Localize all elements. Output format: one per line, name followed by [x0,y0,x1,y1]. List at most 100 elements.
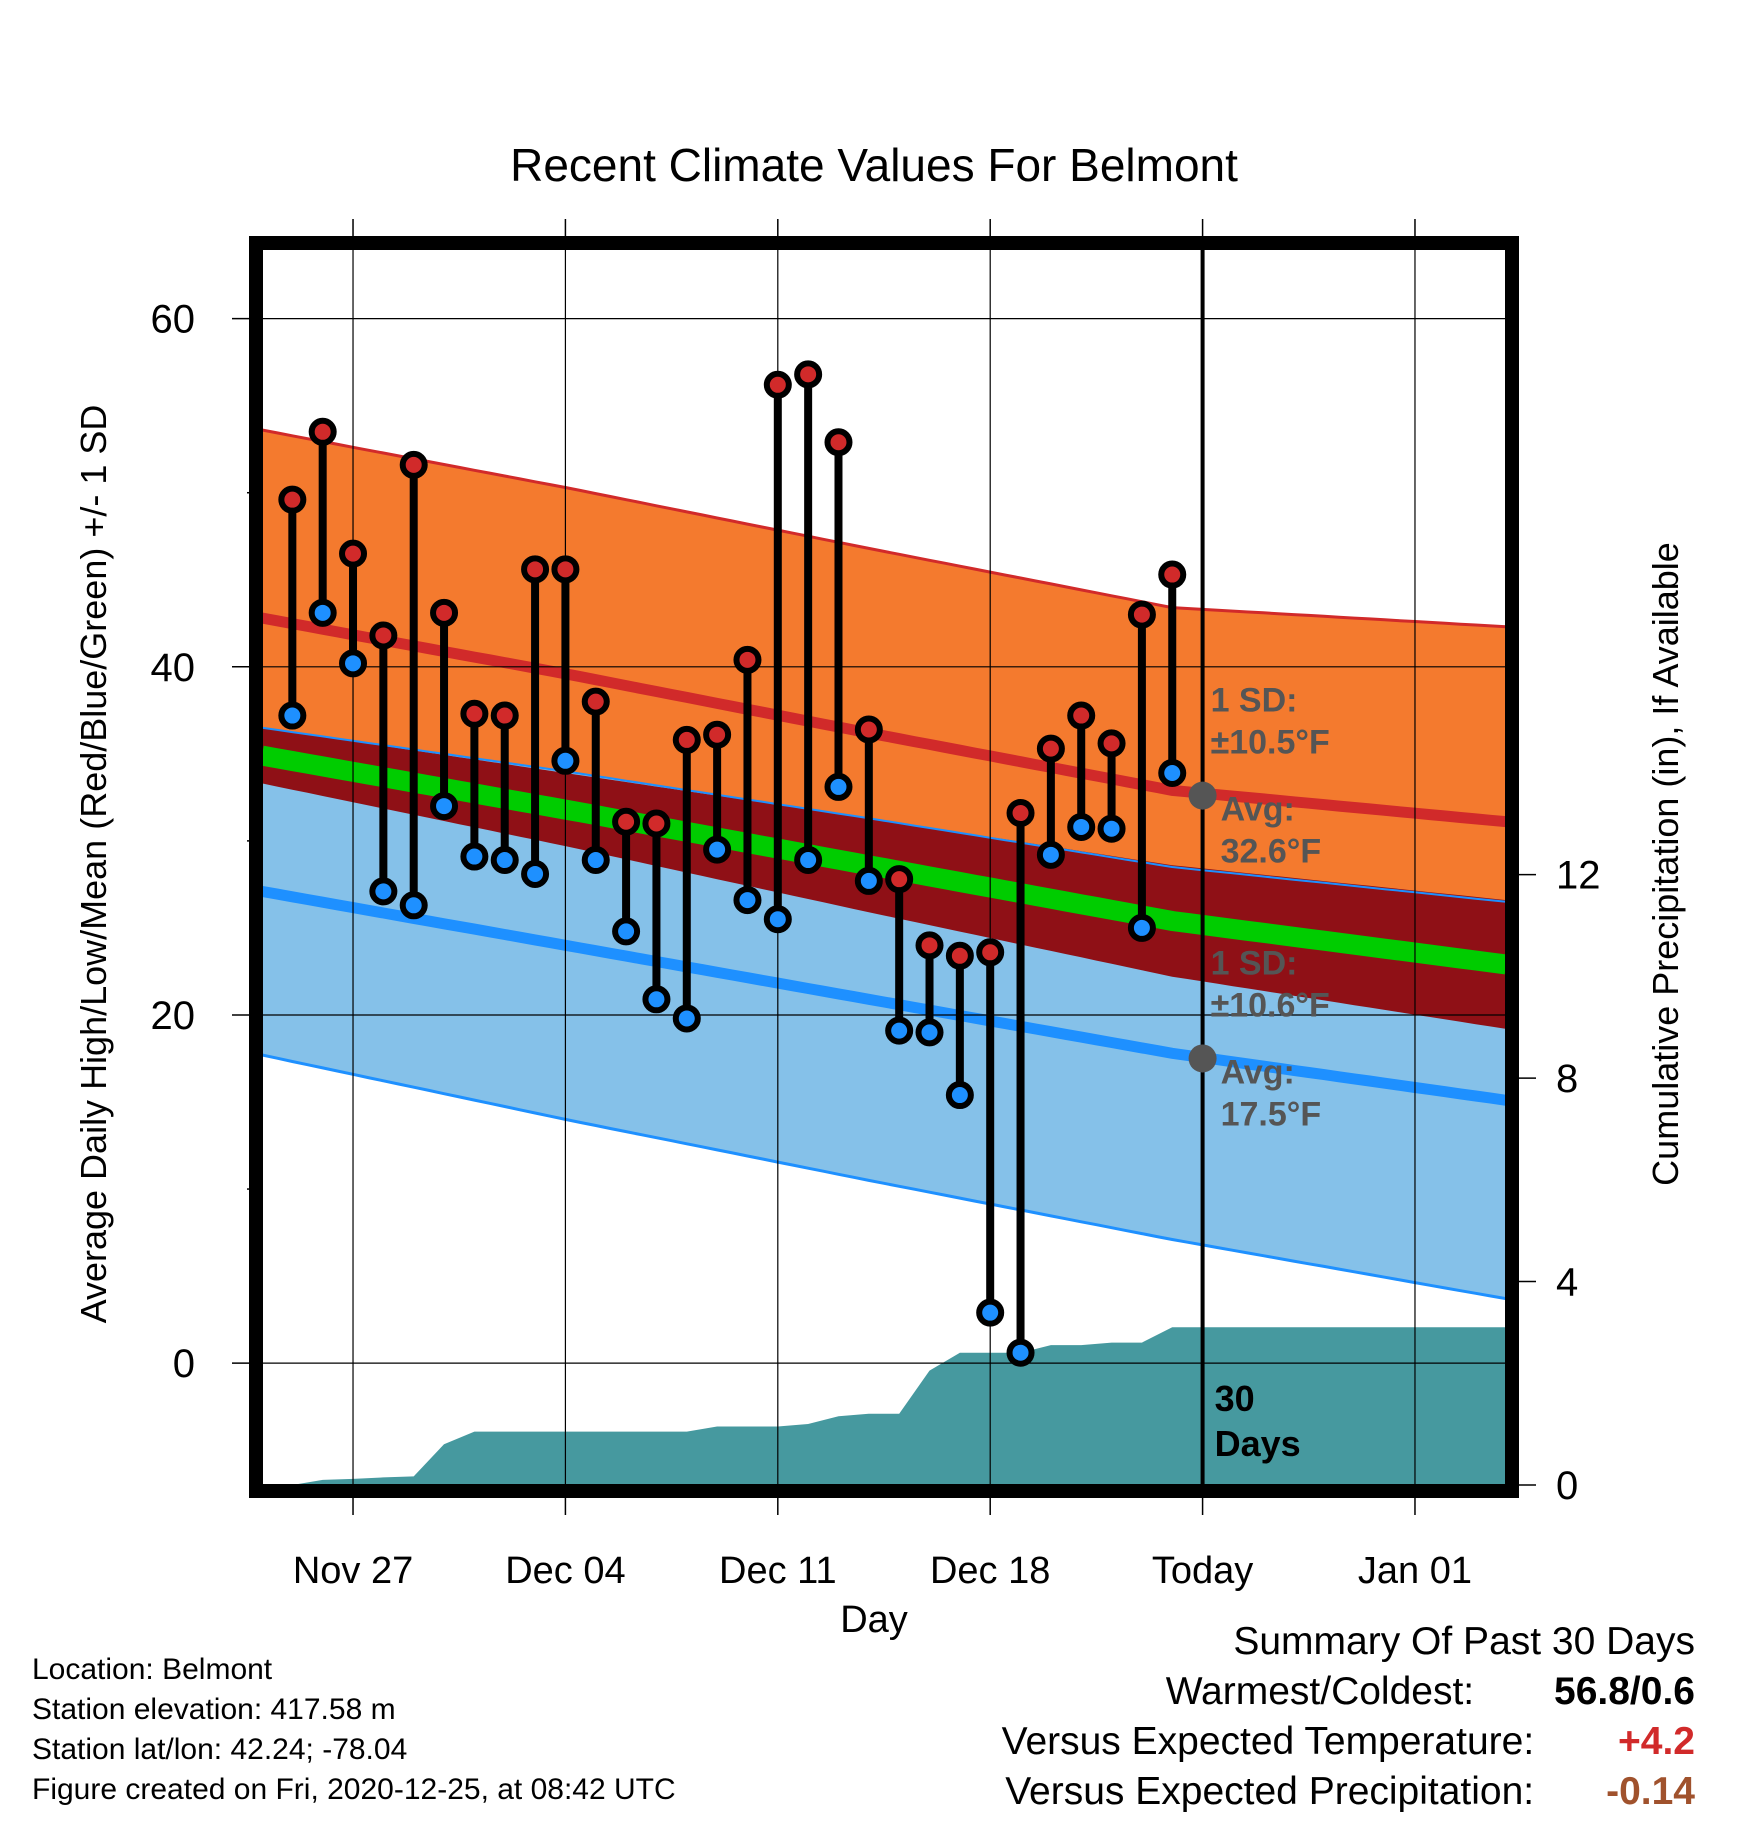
y-tick-label: 20 [151,994,196,1038]
temp-departure-label: Versus Expected Temperature: [1001,1720,1535,1763]
observed-low-point [1097,814,1126,843]
observed-low-point [551,746,580,775]
temp-departure-value: +4.2 [1618,1720,1695,1763]
x-axis-title: Day [840,1599,908,1640]
observed-low-point [1067,812,1096,841]
observed-low-point [1158,758,1187,787]
observed-low-point [1127,913,1156,942]
observed-low-point [490,846,519,875]
observed-low-point [642,985,671,1014]
y-axis-title: Average Daily High/Low/Mean (Red/Blue/Gr… [73,405,114,1324]
observed-high-point [399,450,428,479]
observed-low-point [945,1081,974,1110]
observed-low-point [1036,840,1065,869]
y-tick-label: 60 [151,298,196,342]
observed-high-point [430,598,459,627]
y-tick-label: 40 [151,646,196,690]
high-annotation-text: Avg: [1221,791,1295,829]
observed-high-point [1158,560,1187,589]
observed-high-point [703,720,732,749]
mean-normal-line [262,745,1506,975]
observed-high-point [642,809,671,838]
station-info: Location: Belmont Station elevation: 417… [32,1650,676,1810]
observed-low-point [460,842,489,871]
precip-departure-label: Versus Expected Precipitation: [1005,1770,1535,1813]
low-avg-marker [1188,1044,1217,1073]
observed-high-point [794,360,823,389]
observed-high-point [763,370,792,399]
high-sd-upper-line [262,428,1506,629]
y2-tick-label: 8 [1556,1057,1578,1101]
chart-title: Recent Climate Values For Belmont [510,139,1238,191]
observed-high-point [976,938,1005,967]
observed-high-point [490,701,519,730]
observed-high-point [612,807,641,836]
observed-low-point [581,846,610,875]
y2-tick-label: 4 [1556,1261,1578,1305]
observed-high-point [915,931,944,960]
summary-panel: Summary Of Past 30 Days Warmest/Coldest:… [1002,1617,1695,1817]
high-annotation-text: 1 SD: [1211,682,1298,720]
observed-high-point [854,715,883,744]
observed-low-point [308,598,337,627]
observed-high-point [278,485,307,514]
precip-departure-value: -0.14 [1606,1770,1695,1813]
latlon-text: Station lat/lon: 42.24; -78.04 [32,1733,408,1766]
observed-high-point [733,645,762,674]
elevation-text: Station elevation: 417.58 m [32,1693,396,1726]
today-days-label: Days [1215,1423,1301,1464]
low-annotation-text: 1 SD: [1211,944,1298,982]
high-annotation-text: ±10.5°F [1211,724,1330,762]
y2-tick-label: 12 [1556,854,1601,898]
high-normal-line [262,612,1506,828]
observed-low-point [430,792,459,821]
observed-high-point [551,555,580,584]
observed-low-point [854,866,883,895]
observed-high-point [581,687,610,716]
observed-high-point [521,555,550,584]
y-tick-label: 0 [173,1342,195,1386]
summary-precip-departure: Versus Expected Precipitation: -0.14 [1002,1767,1695,1817]
observed-low-point [521,859,550,888]
observed-high-point [885,865,914,894]
plot-frame [249,236,1519,1498]
observed-high-point [339,539,368,568]
summary-heading: Summary Of Past 30 Days [1233,1620,1695,1663]
observed-low-point [399,891,428,920]
observed-high-point [945,941,974,970]
observed-low-point [794,846,823,875]
observed-high-point [369,621,398,650]
climate-chart: Nov 27 Dec 04 Dec 11 Dec 18 Today Jan 0102040… [73,219,1686,1640]
warmest-coldest-value: 56.8/0.6 [1554,1670,1695,1713]
y2-axis-title: Cumulative Precipitation (in), If Availa… [1645,542,1686,1186]
observed-low-point [369,877,398,906]
low-sd-upper-line [262,726,1506,903]
low-annotation-text: 17.5°F [1221,1095,1322,1133]
y2-tick-label: 0 [1556,1464,1578,1508]
x-tick-label: Dec 11 [719,1550,837,1592]
high-avg-marker [1188,781,1217,810]
low-sd-lower-line [262,1053,1506,1301]
observed-low-point [824,772,853,801]
observed-high-point [1097,729,1126,758]
observed-high-point [1067,701,1096,730]
observed-low-point [612,917,641,946]
observed-low-point [703,835,732,864]
observed-high-point [672,725,701,754]
observed-low-point [672,1004,701,1033]
observed-high-point [1006,799,1035,828]
today-days-label: 30 [1215,1378,1255,1419]
observed-low-point [885,1016,914,1045]
created-text: Figure created on Fri, 2020-12-25, at 08… [32,1773,676,1806]
high-annotation-text: 32.6°F [1221,833,1322,871]
x-tick-label: Jan 01 [1358,1550,1472,1592]
x-tick-label: Dec 18 [930,1550,1050,1592]
observed-low-point [915,1018,944,1047]
x-tick-label: Today [1152,1550,1253,1592]
observed-low-point [763,905,792,934]
cumulative-precip-area [262,1327,1506,1485]
x-tick-label: Dec 04 [505,1550,625,1592]
warmest-coldest-label: Warmest/Coldest: [1165,1670,1475,1713]
location-text: Location: Belmont [32,1653,273,1686]
observed-high-point [1127,600,1156,629]
